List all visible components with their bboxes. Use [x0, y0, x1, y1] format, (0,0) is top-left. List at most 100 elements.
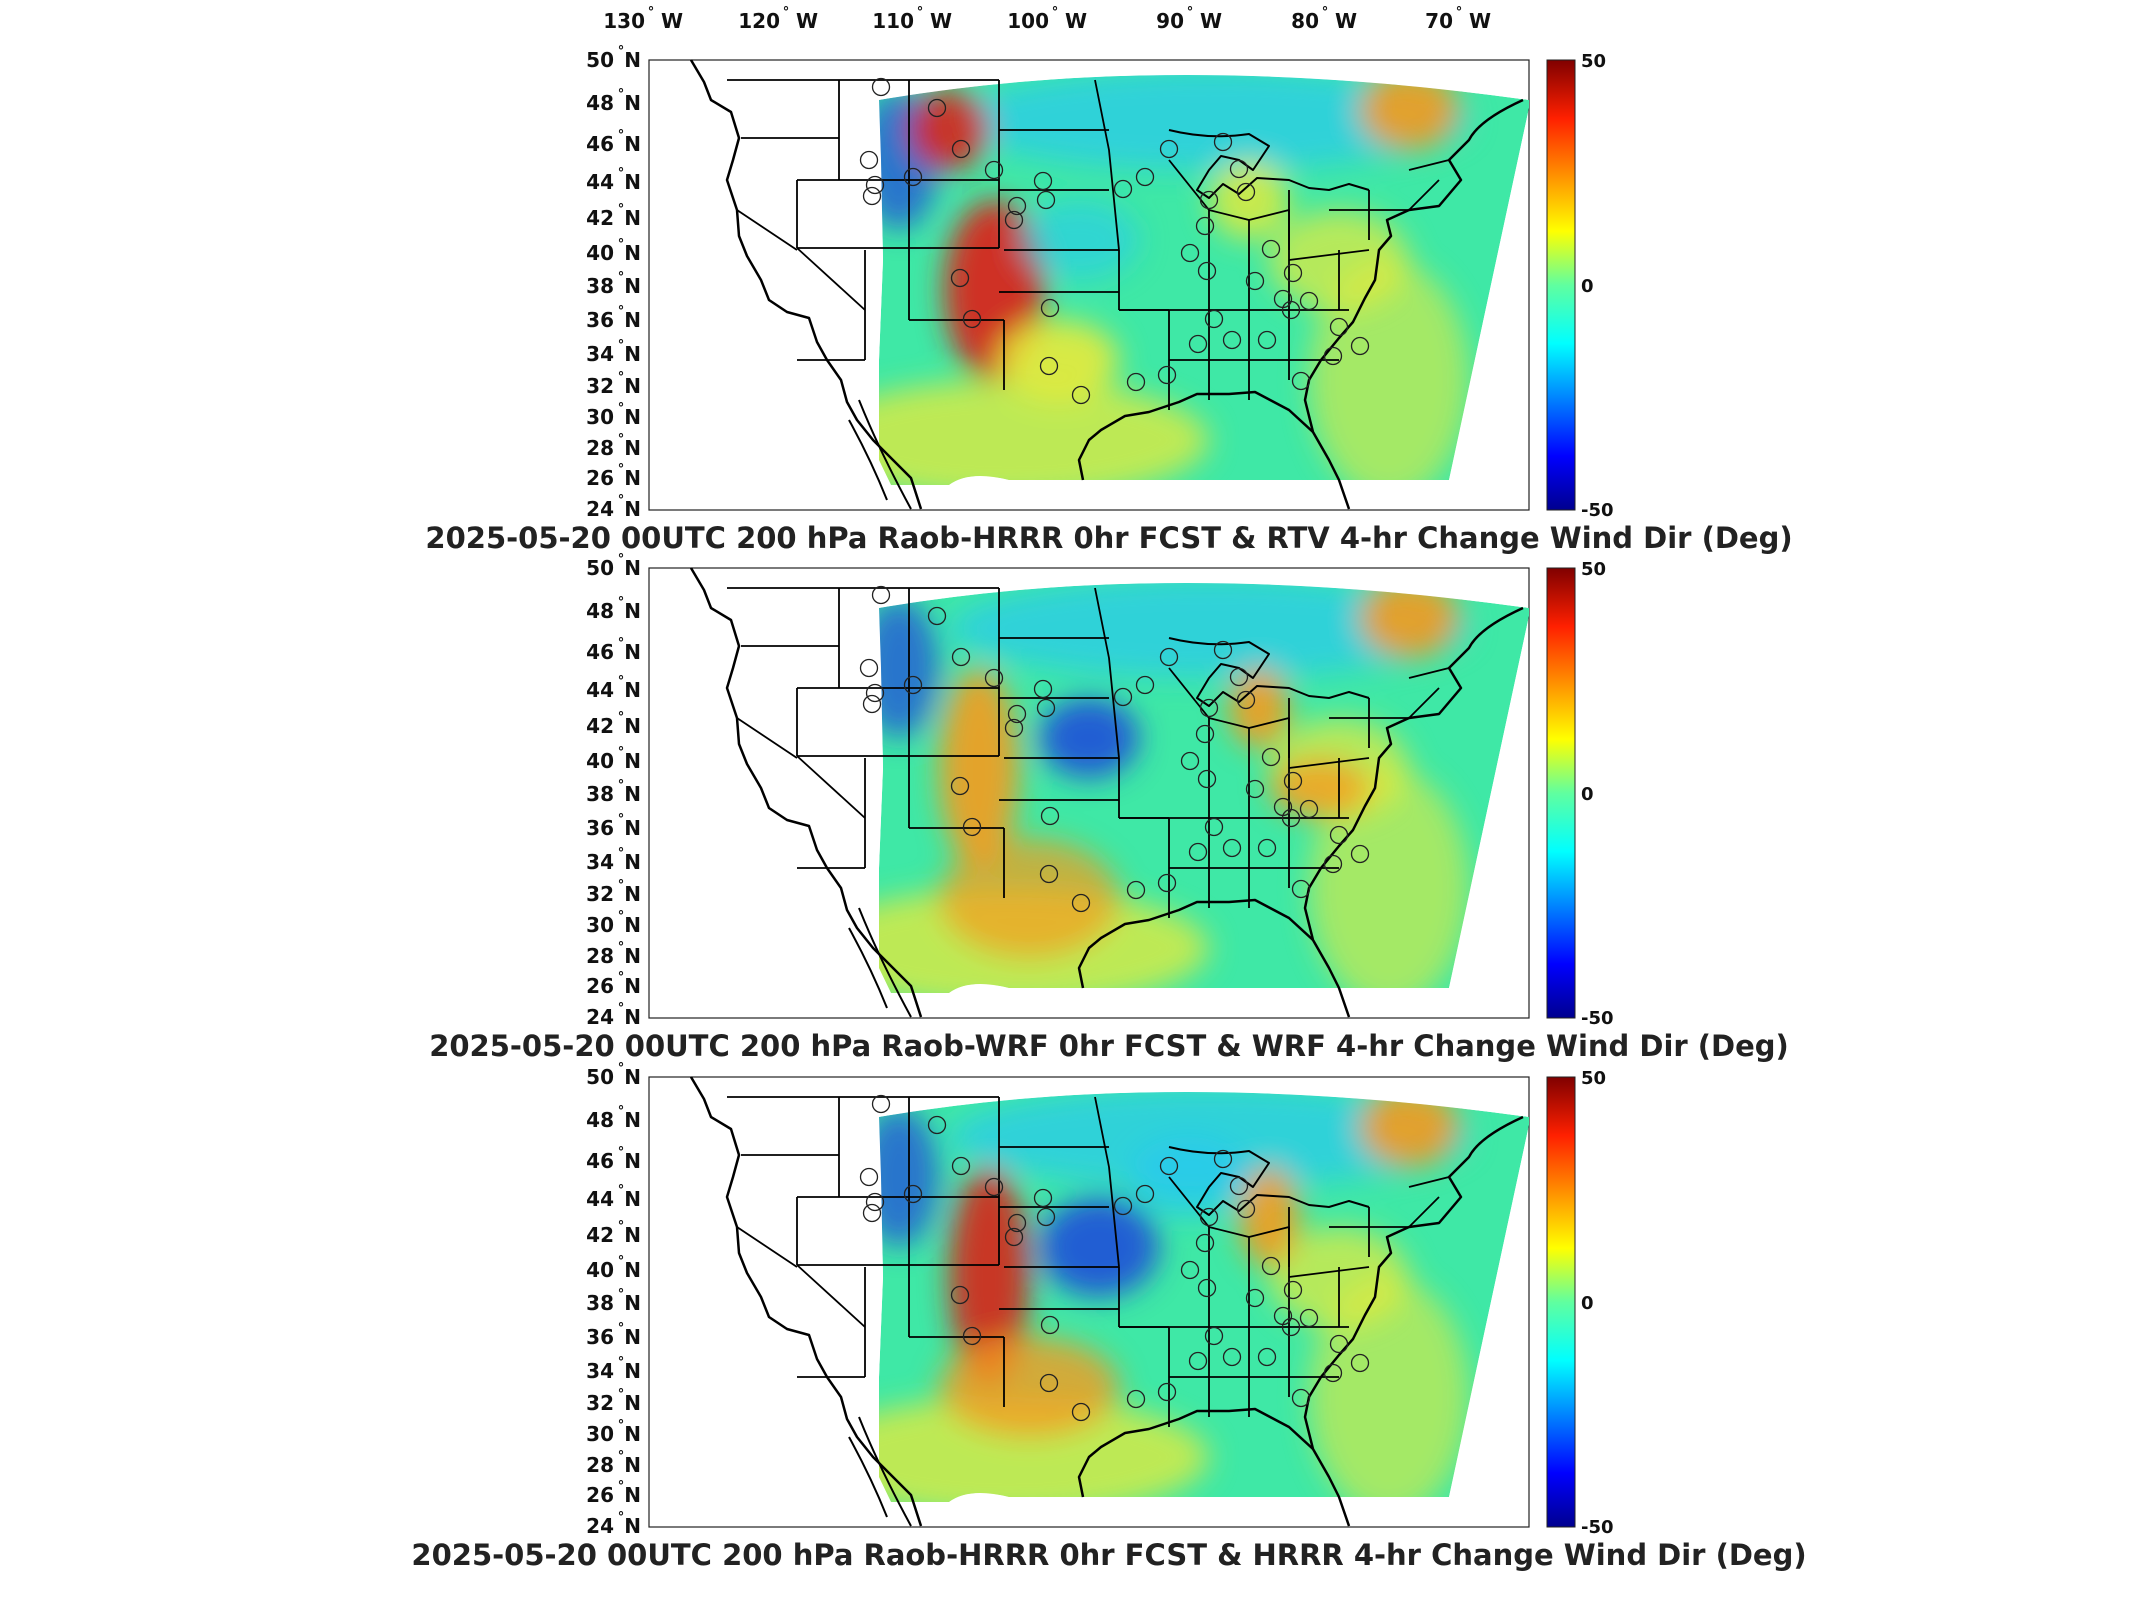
- degree-symbol: °: [618, 1219, 625, 1234]
- degree-symbol: °: [618, 595, 625, 610]
- raob-station-circle: [1283, 1280, 1303, 1300]
- degree-symbol: °: [618, 878, 625, 893]
- lon-label-hemisphere: W: [1335, 9, 1357, 33]
- raob-station-circle: [984, 668, 1004, 688]
- raob-station-circle: [1283, 771, 1303, 791]
- field-anomaly: [939, 1337, 1119, 1437]
- lat-label: 44 ° N: [586, 166, 641, 194]
- map-panel: 50 ° N48 ° N46 ° N44 ° N42 ° N40 ° N38 ° N36 ° N34 ° N32 ° N…: [425, 44, 1792, 555]
- lat-label: 48 ° N: [586, 595, 641, 623]
- lon-label-value: 120: [738, 9, 780, 33]
- raob-station-circle: [903, 675, 923, 695]
- map-panel: 50 ° N48 ° N46 ° N44 ° N42 ° N40 ° N38 ° N36 ° N34 ° N32 ° N…: [411, 1061, 1806, 1572]
- raob-station-circle: [1281, 808, 1301, 828]
- geographic-boundaries: [689, 567, 1524, 1018]
- raob-station-circle: [950, 268, 970, 288]
- lat-label-value: 34: [586, 1359, 614, 1383]
- degree-symbol: °: [618, 674, 625, 689]
- raob-station-circle: [1157, 873, 1177, 893]
- lat-label-value: 38: [586, 1291, 614, 1315]
- east-coastline: [1303, 98, 1524, 510]
- raob-station-circle: [927, 98, 947, 118]
- field-anomaly: [1129, 1137, 1249, 1217]
- raob-station-circle: [1197, 1278, 1217, 1298]
- raob-station-circle: [950, 1285, 970, 1305]
- lat-label: 24 ° N: [586, 1001, 641, 1029]
- lat-label-hemisphere: N: [624, 1325, 641, 1349]
- raob-station-circle: [1188, 334, 1208, 354]
- raob-station-circle: [1159, 1156, 1179, 1176]
- raob-station-circle: [1007, 1213, 1027, 1233]
- gulf-coastline: [1077, 390, 1314, 481]
- raob-stations: [859, 585, 1370, 913]
- raob-station-circle: [1188, 842, 1208, 862]
- raob-station-circle: [862, 694, 882, 714]
- raob-station-circle: [1299, 291, 1319, 311]
- lat-label: 46 ° N: [586, 636, 641, 664]
- raob-station-circle: [1039, 864, 1059, 884]
- lat-label-hemisphere: N: [624, 436, 641, 460]
- lat-label-hemisphere: N: [624, 816, 641, 840]
- lat-label-value: 28: [586, 1453, 614, 1477]
- lat-label-value: 32: [586, 882, 614, 906]
- state-boundary: [1094, 587, 1120, 759]
- lon-label-hemisphere: W: [661, 9, 683, 33]
- field-anomaly: [879, 1397, 1209, 1502]
- lat-label-hemisphere: N: [624, 206, 641, 230]
- great-lakes: [1168, 1146, 1370, 1216]
- latitude-labels: 50 ° N48 ° N46 ° N44 ° N42 ° N40 ° N38 ° N36 ° N34 ° N32 ° N…: [586, 1061, 641, 1538]
- lat-label-hemisphere: N: [624, 405, 641, 429]
- lat-label-value: 26: [586, 1483, 614, 1507]
- lat-label-hemisphere: N: [624, 1514, 641, 1538]
- lat-label-value: 44: [586, 678, 614, 702]
- field-anomaly: [1039, 1197, 1159, 1297]
- state-boundary: [1408, 687, 1440, 719]
- longitude-labels: 130 ° W 120 ° W 110 ° W 100 ° W 90 ° W 80 ° W 70 ° W: [603, 5, 1491, 33]
- raob-station-circle: [1329, 317, 1349, 337]
- raob-station-circle: [871, 1094, 891, 1114]
- lat-label-hemisphere: N: [624, 678, 641, 702]
- lat-label-hemisphere: N: [624, 497, 641, 521]
- raob-station-circle: [1199, 698, 1219, 718]
- degree-symbol: °: [618, 552, 625, 567]
- lat-label-value: 28: [586, 436, 614, 460]
- raob-station-circle: [865, 175, 885, 195]
- lat-label: 32 ° N: [586, 878, 641, 906]
- lat-label-hemisphere: N: [624, 749, 641, 773]
- lat-label-hemisphere: N: [624, 1291, 641, 1315]
- degree-symbol: °: [618, 493, 625, 508]
- lat-label-hemisphere: N: [624, 1359, 641, 1383]
- state-boundary: [1094, 79, 1120, 251]
- state-boundary: [796, 247, 866, 311]
- lat-label: 50 ° N: [586, 1061, 641, 1089]
- degree-symbol: °: [618, 909, 625, 924]
- raob-station-circle: [1180, 751, 1200, 771]
- lat-label-value: 44: [586, 1187, 614, 1211]
- degree-symbol: °: [618, 1061, 625, 1076]
- lat-label-hemisphere: N: [624, 91, 641, 115]
- raob-station-circle: [1350, 844, 1370, 864]
- lat-label-value: 34: [586, 850, 614, 874]
- lon-label-hemisphere: W: [1200, 9, 1222, 33]
- lat-label-value: 50: [586, 556, 614, 580]
- raob-station-circle: [962, 817, 982, 837]
- map-panel: 50 ° N48 ° N46 ° N44 ° N42 ° N40 ° N38 ° N36 ° N34 ° N32 ° N…: [429, 552, 1789, 1063]
- degree-symbol: °: [618, 370, 625, 385]
- lat-label-value: 36: [586, 308, 614, 332]
- lon-label-hemisphere: W: [796, 9, 818, 33]
- degree-symbol: °: [618, 1510, 625, 1525]
- west-coastline: [689, 59, 923, 510]
- colorbar-min-label: -50: [1581, 1517, 1614, 1538]
- lat-label-value: 38: [586, 782, 614, 806]
- lat-label: 38 ° N: [586, 270, 641, 298]
- lat-label: 38 ° N: [586, 1287, 641, 1315]
- degree-symbol: °: [618, 1321, 625, 1336]
- east-coastline: [1303, 606, 1524, 1018]
- state-boundary: [1408, 1196, 1440, 1228]
- gulf-coastline: [1077, 1407, 1314, 1498]
- field-anomaly: [1359, 583, 1459, 658]
- colorbar: 50 0 -50: [1546, 1068, 1614, 1538]
- raob-station-circle: [1159, 647, 1179, 667]
- raob-station-circle: [1257, 1347, 1277, 1367]
- field-anomaly: [949, 1092, 1469, 1187]
